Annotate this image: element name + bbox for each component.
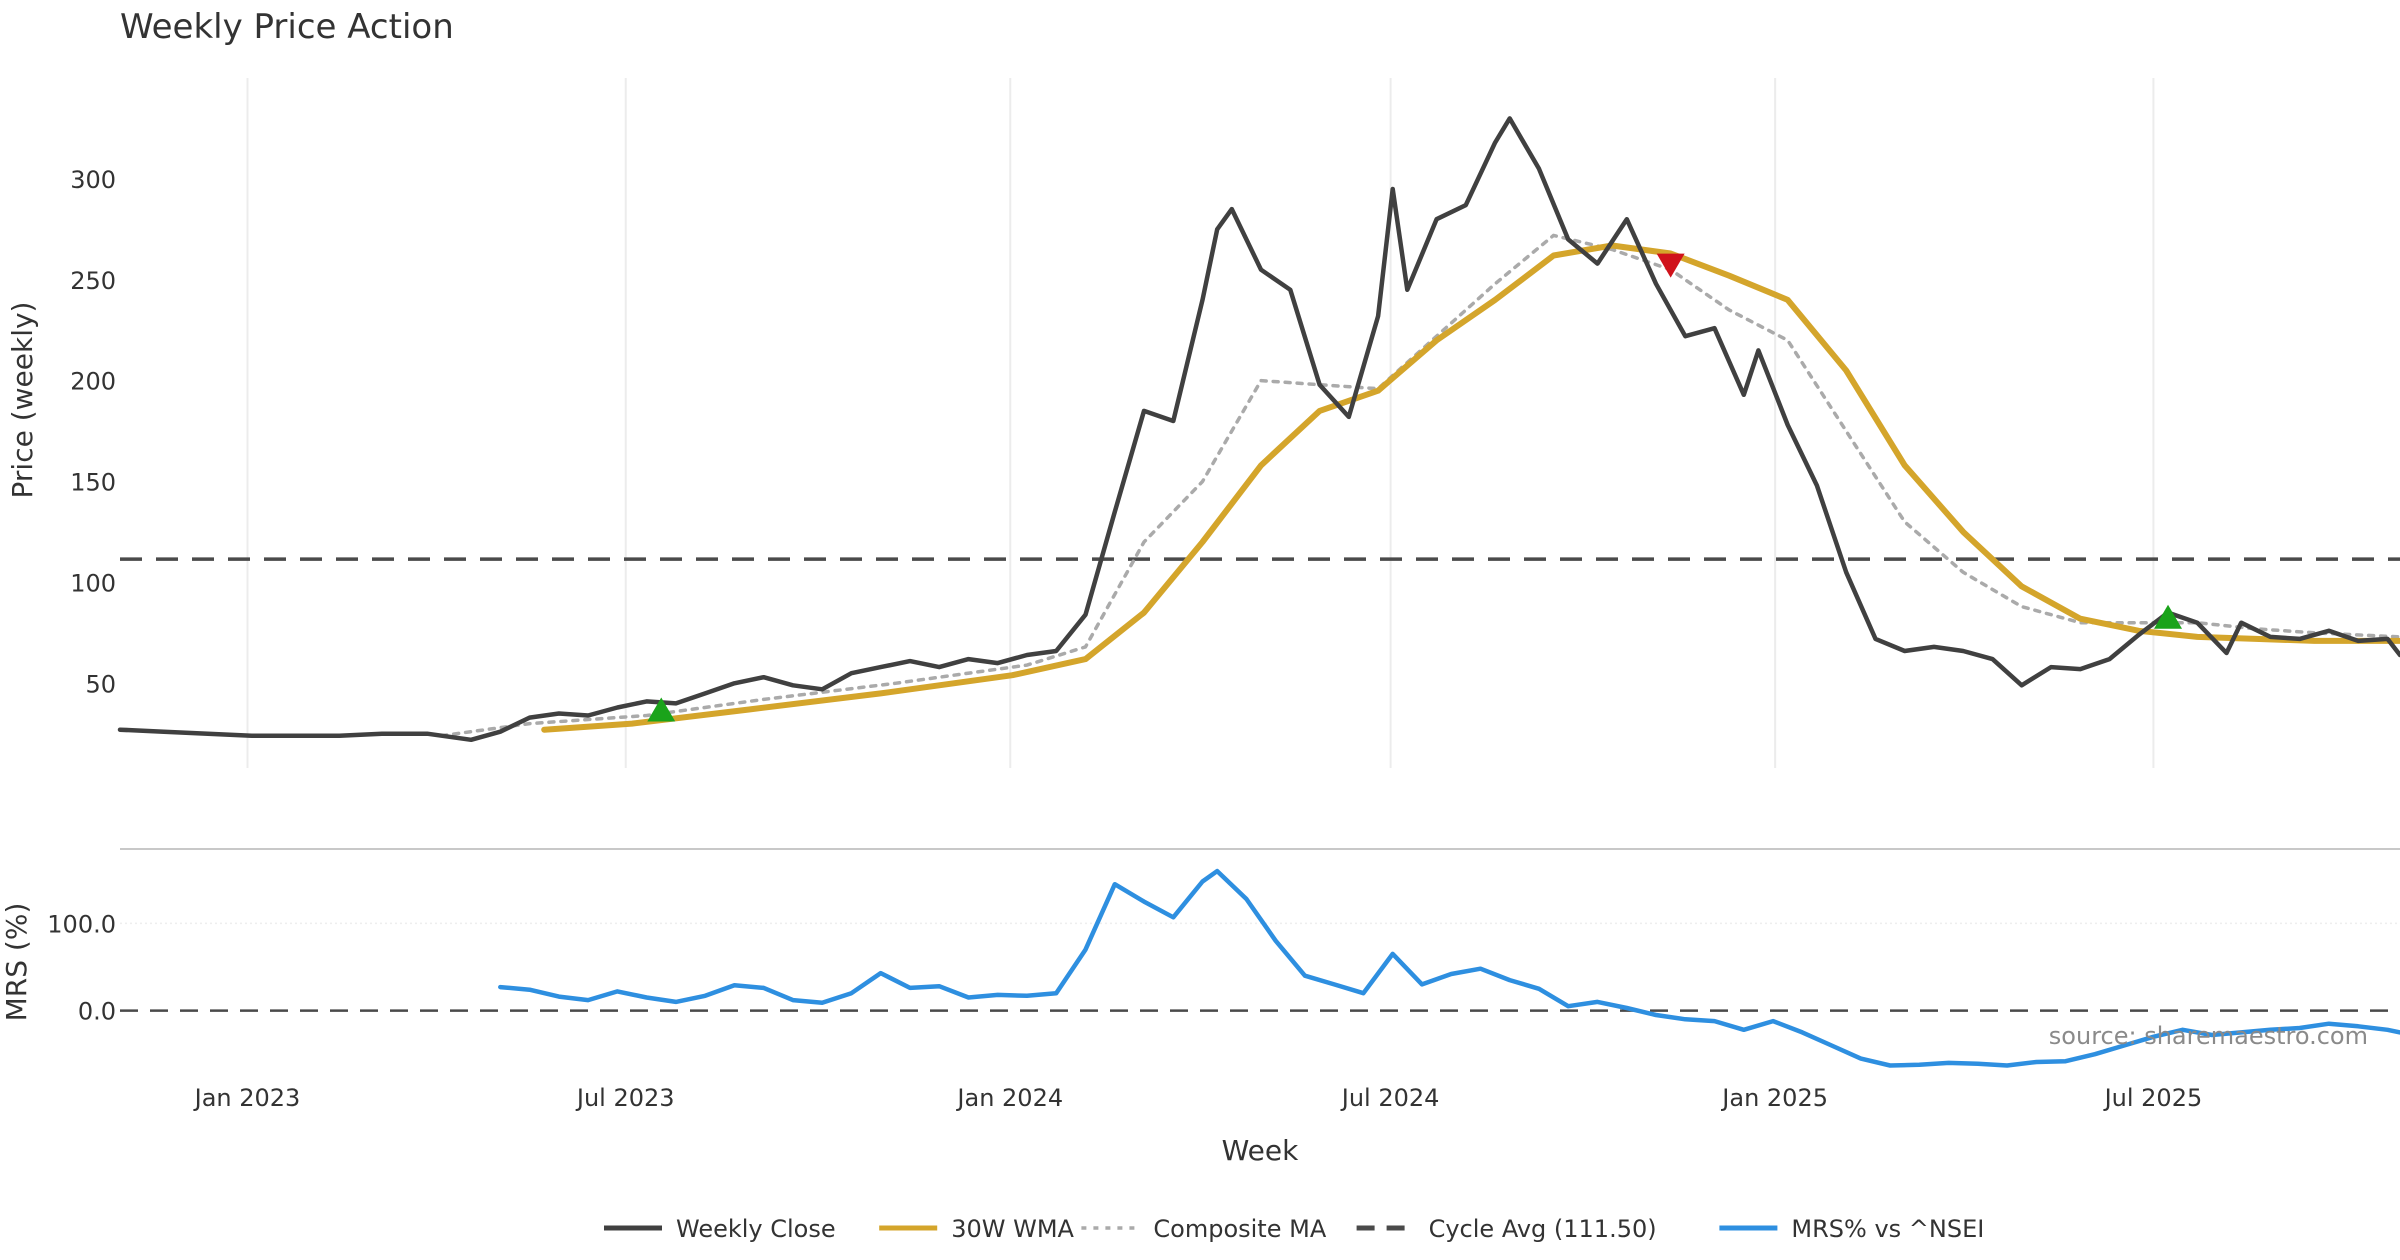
mrs-tick-label: 0.0 (78, 998, 116, 1026)
legend-label: Cycle Avg (111.50) (1429, 1215, 1657, 1243)
legend-label: 30W WMA (951, 1215, 1074, 1243)
30w-wma-line (541, 242, 2400, 733)
x-tick-label: Jan 2024 (955, 1084, 1063, 1112)
sell-signal-marker (1656, 253, 1685, 278)
legend-item: Composite MA (1081, 1215, 1327, 1243)
buy-signal-marker (2154, 604, 2183, 629)
legend-label: Weekly Close (676, 1215, 836, 1243)
x-axis-title: Week (1222, 1134, 1299, 1167)
price-tick-label: 250 (70, 267, 116, 295)
price-y-ticks: 50 100 150 200 250 300 (70, 166, 116, 698)
price-tick-label: 100 (70, 569, 116, 597)
price-series (117, 116, 2400, 743)
source-annotation: source: sharemaestro.com (2049, 1022, 2368, 1050)
price-tick-label: 200 (70, 368, 116, 396)
legend-item: MRS% vs ^NSEI (1719, 1215, 1984, 1243)
vertical-grid (120, 78, 2400, 925)
mrs-series (120, 868, 2400, 1068)
mrs-tick-label: 100.0 (47, 910, 116, 938)
signal-markers (647, 253, 2183, 722)
buy-signal-marker (647, 697, 676, 722)
x-tick-label: Jan 2023 (193, 1084, 301, 1112)
mrs-y-ticks: 0.0 100.0 (47, 910, 116, 1025)
chart-title: Weekly Price Action (120, 7, 454, 47)
weekly-close-line (117, 116, 2400, 743)
x-axis-ticks: Jan 2023 Jul 2023 Jan 2024 Jul 2024 Jan 2025… (193, 1084, 2203, 1112)
legend: Weekly Close 30W WMA Composite MA Cycle Avg… (604, 1215, 1984, 1243)
price-tick-label: 150 (70, 469, 116, 497)
legend-item: Weekly Close (604, 1215, 836, 1243)
price-tick-label: 50 (85, 670, 116, 698)
legend-label: Composite MA (1153, 1215, 1326, 1243)
x-tick-label: Jul 2025 (2103, 1084, 2203, 1112)
price-tick-label: 300 (70, 166, 116, 194)
legend-item: 30W WMA (879, 1215, 1075, 1243)
mrs-y-axis-title: MRS (%) (0, 903, 33, 1022)
legend-item: Cycle Avg (111.50) (1356, 1215, 1657, 1243)
mrs-line (498, 868, 2400, 1068)
x-tick-label: Jul 2023 (575, 1084, 675, 1112)
x-tick-label: Jul 2024 (1340, 1084, 1440, 1112)
legend-label: MRS% vs ^NSEI (1791, 1215, 1984, 1243)
price-y-axis-title: Price (weekly) (6, 302, 39, 499)
x-tick-label: Jan 2025 (1720, 1084, 1828, 1112)
